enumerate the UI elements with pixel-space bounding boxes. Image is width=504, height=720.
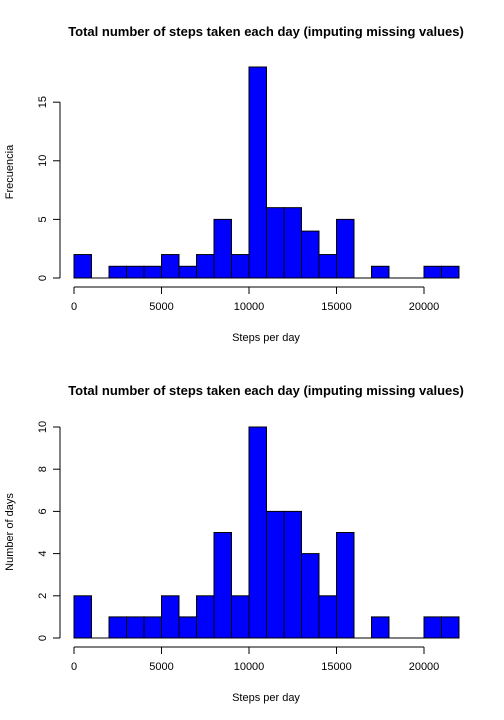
histogram-bar — [178, 616, 197, 639]
histogram-bar — [441, 616, 460, 639]
histogram-bar — [441, 265, 460, 279]
histogram-bar — [248, 66, 267, 279]
histogram-bar — [213, 218, 232, 279]
histogram-bar — [196, 254, 215, 279]
histogram-bar — [301, 230, 320, 279]
x-tick-label: 5000 — [149, 661, 173, 673]
y-axis: 0 5 10 15 — [37, 96, 61, 281]
histogram-bar — [336, 218, 355, 279]
y-tick-label: 2 — [37, 593, 49, 599]
histogram-bar — [161, 254, 180, 279]
x-tick-label: 15000 — [321, 301, 352, 313]
histogram-bar — [248, 426, 267, 639]
histogram-bar — [178, 265, 197, 279]
x-axis: 0 5000 10000 15000 20000 — [71, 286, 440, 313]
x-tick-label: 0 — [71, 661, 77, 673]
histogram-bar — [73, 595, 92, 639]
histogram-bar — [196, 595, 215, 639]
histogram-bar — [108, 265, 127, 279]
y-tick-label: 10 — [37, 421, 49, 433]
histogram-bar — [318, 595, 337, 639]
histogram-bar — [143, 265, 162, 279]
histogram-bar — [231, 595, 250, 639]
x-tick-label: 10000 — [234, 661, 265, 673]
histogram-frecuencia: Total number of steps taken each day (im… — [4, 24, 464, 344]
histogram-bar — [126, 616, 145, 639]
histogram-bar — [423, 265, 442, 279]
x-axis-label: Steps per day — [232, 332, 300, 344]
x-tick-label: 5000 — [149, 301, 173, 313]
x-axis: 0 5000 10000 15000 20000 — [71, 646, 440, 673]
histogram-bar — [283, 207, 302, 279]
bars — [73, 426, 460, 639]
histogram-bar — [336, 532, 355, 639]
x-tick-label: 20000 — [409, 301, 440, 313]
histogram-bar — [108, 616, 127, 639]
y-tick-label: 0 — [37, 275, 49, 281]
histogram-bar — [301, 553, 320, 639]
chart-title: Total number of steps taken each day (im… — [68, 24, 464, 39]
x-tick-label: 20000 — [409, 661, 440, 673]
x-tick-label: 15000 — [321, 661, 352, 673]
bars — [73, 66, 460, 279]
histogram-bar — [371, 265, 390, 279]
y-tick-label: 0 — [37, 635, 49, 641]
histogram-bar — [371, 616, 390, 639]
histogram-bar — [73, 254, 92, 279]
histogram-number-of-days: Total number of steps taken each day (im… — [4, 383, 464, 704]
y-tick-label: 5 — [37, 216, 49, 222]
y-axis-label: Frecuencia — [4, 144, 16, 199]
y-tick-label: 15 — [37, 96, 49, 108]
histogram-bar — [266, 510, 285, 639]
y-axis: 0 2 4 6 8 10 — [37, 421, 61, 641]
y-tick-label: 6 — [37, 508, 49, 514]
histogram-bar — [266, 207, 285, 279]
histogram-bar — [283, 510, 302, 639]
histogram-bar — [126, 265, 145, 279]
histogram-bar — [213, 532, 232, 639]
y-axis-label: Number of days — [4, 493, 16, 571]
histogram-bar — [161, 595, 180, 639]
y-tick-label: 8 — [37, 466, 49, 472]
x-axis-label: Steps per day — [232, 692, 300, 704]
histogram-bar — [143, 616, 162, 639]
y-tick-label: 10 — [37, 155, 49, 167]
histogram-bar — [318, 254, 337, 279]
histogram-bar — [423, 616, 442, 639]
y-tick-label: 4 — [37, 551, 49, 557]
histogram-bar — [231, 254, 250, 279]
x-tick-label: 0 — [71, 301, 77, 313]
x-tick-label: 10000 — [234, 301, 265, 313]
chart-title: Total number of steps taken each day (im… — [68, 383, 464, 398]
